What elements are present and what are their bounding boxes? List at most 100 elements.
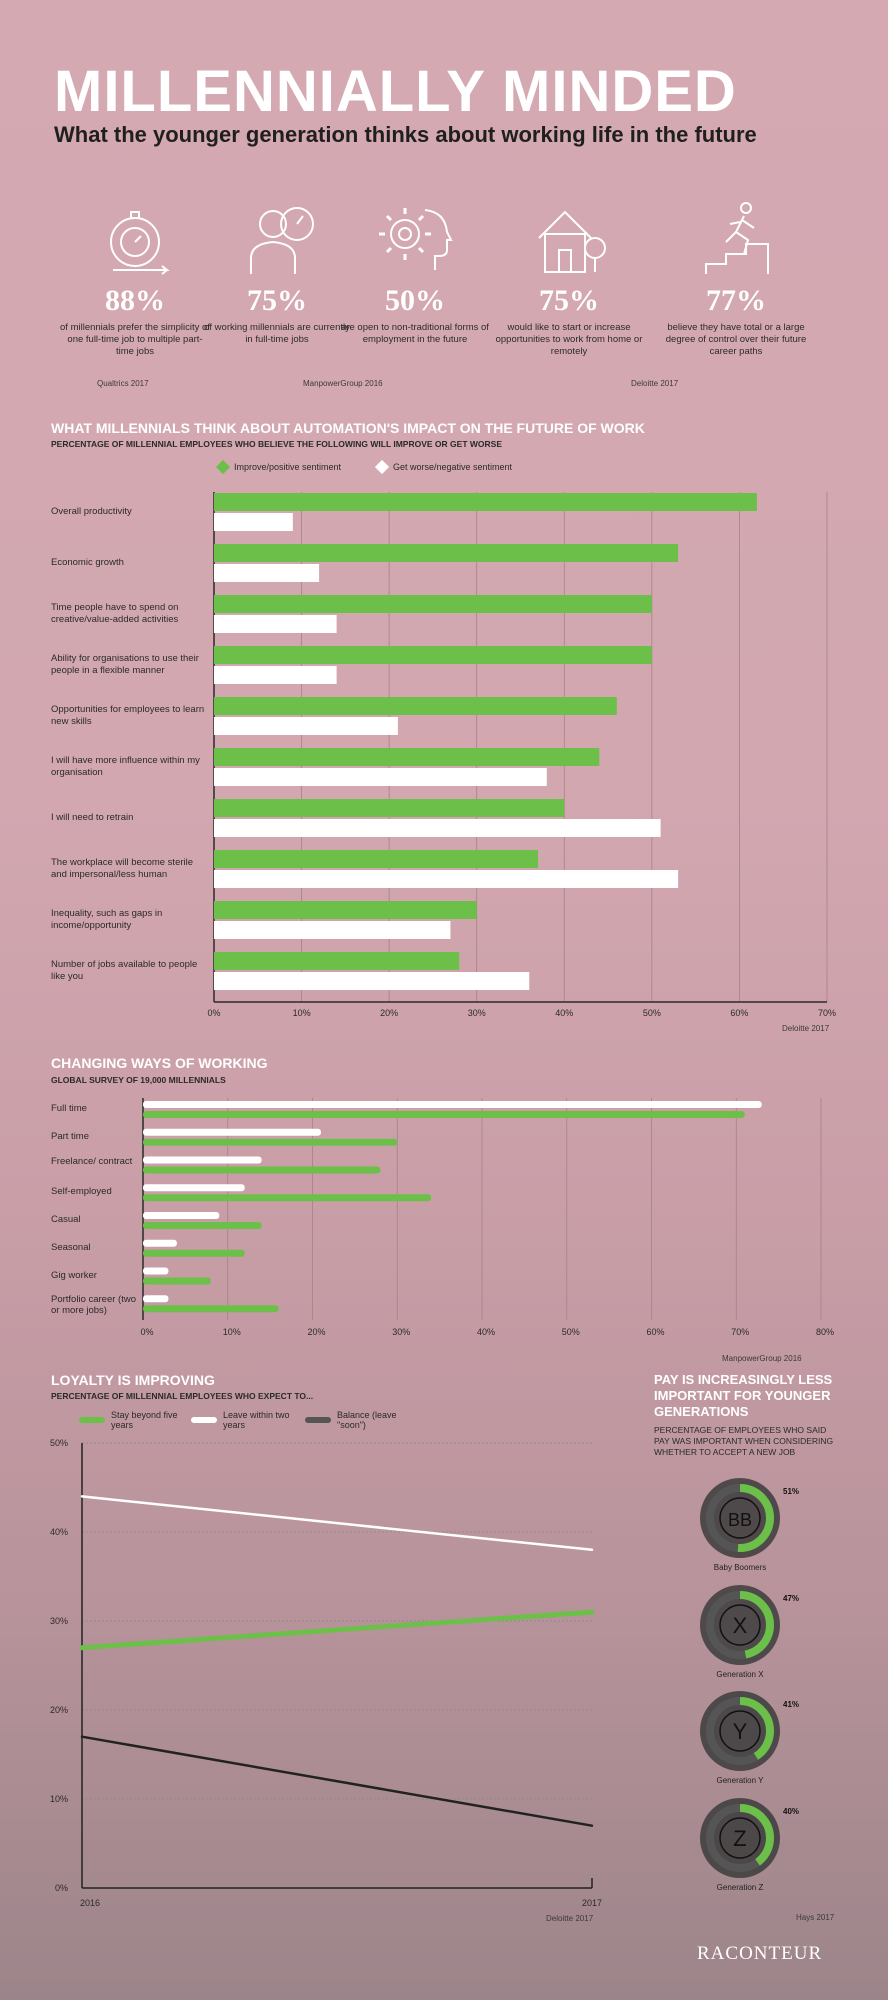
stat-value: 75%: [539, 284, 599, 317]
page-title: MILLENNIALLY MINDED: [54, 59, 737, 124]
donut-percent-label: 47%: [783, 1594, 799, 1603]
bar-improve: [214, 748, 600, 766]
stat-description: are open to non-traditional forms of emp…: [341, 322, 489, 345]
tick-label: 40%: [477, 1327, 495, 1337]
category-label: Time people have to spend on creative/va…: [51, 602, 179, 625]
automation-title: WHAT MILLENNIALS THINK ABOUT AUTOMATION'…: [51, 420, 645, 436]
bar-green: [143, 1138, 398, 1146]
tick-label: 80%: [816, 1327, 834, 1337]
generation-code: Z: [733, 1826, 746, 1851]
bar-green: [143, 1194, 432, 1202]
series-line: [79, 1609, 595, 1651]
bar-improve: [214, 544, 679, 562]
bar-green: [143, 1111, 745, 1118]
legend-stay: Stay beyond five years: [79, 1410, 199, 1430]
generation-code: BB: [728, 1510, 752, 1530]
changing-source: ManpowerGroup 2016: [722, 1354, 802, 1363]
generation-name: Generation X: [716, 1670, 764, 1679]
tick-label: 40%: [555, 1008, 573, 1018]
bar-worse: [214, 972, 530, 990]
category-label: Ability for organisations to use their p…: [51, 653, 199, 676]
bar-white: [143, 1128, 321, 1136]
legend-leave: Leave within two years: [191, 1410, 311, 1430]
donut-inner-ring: [719, 1497, 761, 1539]
worker-icon: [250, 207, 314, 274]
stat-value: 88%: [105, 284, 165, 317]
legend-worse: Get worse/negative sentiment: [374, 459, 512, 475]
category-label: Economic growth: [51, 557, 124, 568]
generation-code: Y: [733, 1719, 748, 1744]
series-line: [80, 1735, 594, 1827]
bar-white: [143, 1101, 762, 1108]
page-subtitle: What the younger generation thinks about…: [54, 122, 757, 147]
stat-item: 75% of working millennials are currently …: [202, 198, 352, 346]
bar-white: [143, 1156, 262, 1164]
generation-name: Generation Y: [717, 1776, 765, 1785]
stat-description: of working millennials are currently in …: [204, 322, 350, 345]
donut-value-arc: [706, 1804, 774, 1872]
legend-swatch-white: [191, 1417, 217, 1423]
tick-label: 20%: [50, 1705, 68, 1715]
tick-label: 10%: [293, 1008, 311, 1018]
pay-subtitle: PERCENTAGE OF EMPLOYEES WHO SAID PAY WAS…: [654, 1425, 834, 1457]
stat-value: 77%: [706, 284, 766, 317]
category-label: Casual: [51, 1214, 81, 1225]
bar-green: [143, 1166, 381, 1174]
bar-improve: [214, 697, 617, 715]
category-label: Self-employed: [51, 1186, 112, 1198]
bar-improve: [214, 646, 652, 664]
tick-label: 50%: [562, 1327, 580, 1337]
loyalty-line-chart: 0% 10% 20% 30% 40% 50% 2016 2017: [50, 1438, 602, 1908]
donut-percent-label: 41%: [783, 1700, 799, 1709]
category-label: Freelance/ contract: [51, 1155, 133, 1167]
bar-worse: [214, 564, 320, 582]
stat-source: Qualtrics 2017: [97, 379, 149, 388]
tick-label: 70%: [818, 1008, 836, 1018]
loyalty-subtitle: PERCENTAGE OF MILLENNIAL EMPLOYEES WHO E…: [51, 1391, 314, 1401]
legend-label: Improve/positive sentiment: [234, 462, 342, 472]
bar-improve: [214, 799, 565, 817]
generation-name: Generation Z: [717, 1883, 764, 1892]
stat-item: 88% of millennials prefer the simplicity …: [60, 198, 210, 358]
stat-item: 50% are open to non-traditional forms of …: [340, 198, 490, 346]
category-label: Full time: [51, 1103, 87, 1114]
bar-worse: [214, 666, 337, 684]
category-label: I will need to retrain: [51, 812, 134, 823]
bar-improve: [214, 952, 460, 970]
bar-worse: [214, 513, 293, 531]
tick-label: 20%: [380, 1008, 398, 1018]
donut-value-arc: [706, 1697, 774, 1765]
x-tick-label: 2017: [582, 1898, 602, 1908]
category-label: Seasonal: [51, 1241, 91, 1253]
stat-value: 75%: [247, 284, 307, 317]
pay-title: PAY IS INCREASINGLY LESS IMPORTANT FOR Y…: [654, 1372, 833, 1419]
loyalty-source: Deloitte 2017: [546, 1914, 594, 1923]
donut-percent-label: 51%: [783, 1487, 799, 1496]
category-label: Inequality, such as gaps in income/oppor…: [51, 908, 163, 931]
tick-label: 0%: [207, 1008, 220, 1018]
tick-label: 0%: [140, 1327, 153, 1337]
bar-worse: [214, 717, 398, 735]
category-label: Overall productivity: [51, 506, 132, 517]
bar-worse: [214, 870, 679, 888]
donut-inner-ring: [719, 1817, 761, 1859]
tick-label: 0%: [55, 1883, 68, 1893]
bar-white: [143, 1239, 177, 1247]
bar-white: [143, 1212, 220, 1219]
tick-label: 20%: [307, 1327, 325, 1337]
stat-source: ManpowerGroup 2016: [303, 379, 383, 388]
house-icon: [538, 210, 606, 273]
gear-head-icon: [379, 208, 453, 270]
bar-worse: [214, 615, 337, 633]
category-label: Part time: [51, 1130, 90, 1142]
legend-label: Stay beyond five years: [111, 1410, 178, 1430]
bar-green: [143, 1277, 211, 1285]
stopwatch-icon: [110, 211, 170, 275]
bar-white: [143, 1295, 169, 1303]
donut-value-arc: [706, 1591, 774, 1659]
bar-worse: [214, 819, 661, 837]
tick-label: 40%: [50, 1527, 68, 1537]
automation-bar-chart: 0% 10% 20% 30% 40% 50% 60% 70%: [207, 492, 836, 1018]
generation-name: Baby Boomers: [714, 1563, 766, 1572]
x-tick-label: 2016: [80, 1898, 100, 1908]
